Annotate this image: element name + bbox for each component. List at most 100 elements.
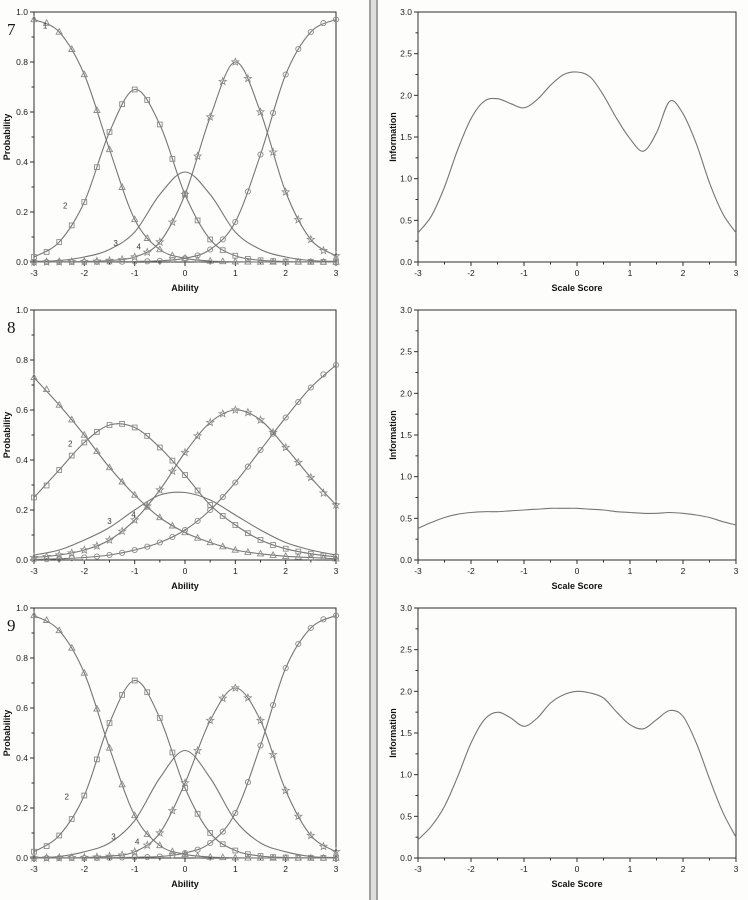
svg-text:-3: -3 xyxy=(30,268,38,278)
svg-text:0.0: 0.0 xyxy=(400,555,412,565)
svg-text:4: 4 xyxy=(135,837,140,846)
svg-text:-2: -2 xyxy=(81,864,89,874)
svg-text:3: 3 xyxy=(734,864,739,874)
svg-text:3.0: 3.0 xyxy=(400,7,412,17)
svg-text:1: 1 xyxy=(628,268,633,278)
svg-text:1: 1 xyxy=(628,566,633,576)
svg-text:-2: -2 xyxy=(467,864,475,874)
svg-text:0.2: 0.2 xyxy=(16,505,28,515)
svg-text:0.5: 0.5 xyxy=(400,513,412,523)
svg-text:2: 2 xyxy=(681,864,686,874)
svg-text:2.0: 2.0 xyxy=(400,388,412,398)
svg-text:-1: -1 xyxy=(131,864,139,874)
svg-text:0.5: 0.5 xyxy=(400,215,412,225)
svg-text:Probability: Probability xyxy=(2,114,12,161)
svg-text:2: 2 xyxy=(681,566,686,576)
svg-text:0: 0 xyxy=(575,864,580,874)
svg-text:-3: -3 xyxy=(414,566,422,576)
svg-text:2.5: 2.5 xyxy=(400,347,412,357)
svg-text:0: 0 xyxy=(575,566,580,576)
svg-text:1.0: 1.0 xyxy=(400,174,412,184)
svg-text:1.0: 1.0 xyxy=(400,770,412,780)
svg-text:3: 3 xyxy=(111,832,116,841)
svg-text:0.5: 0.5 xyxy=(400,811,412,821)
svg-text:0: 0 xyxy=(183,566,188,576)
svg-text:1: 1 xyxy=(628,864,633,874)
svg-text:0.6: 0.6 xyxy=(16,107,28,117)
item-9-row: 9 -3 -2 -1 0 1 2 3 0.0 0.2 0.4 0.6 0.8 1.0 Ability Pro… xyxy=(0,598,748,896)
svg-text:0.0: 0.0 xyxy=(400,257,412,267)
svg-text:-2: -2 xyxy=(467,268,475,278)
svg-text:-1: -1 xyxy=(520,268,528,278)
svg-text:2: 2 xyxy=(68,439,73,448)
svg-text:0.8: 0.8 xyxy=(16,57,28,67)
information-chart: -3 -2 -1 0 1 2 3 0.0 0.5 1.0 1.5 2.0 2.5 3.0 Scale Sco… xyxy=(388,603,739,889)
category-probability-chart: -3 -2 -1 0 1 2 3 0.0 0.2 0.4 0.6 0.8 1.0 Ability Proba… xyxy=(2,305,341,591)
svg-text:-1: -1 xyxy=(131,268,139,278)
svg-text:4: 4 xyxy=(131,511,136,520)
svg-text:4: 4 xyxy=(136,243,141,252)
svg-text:1.5: 1.5 xyxy=(400,132,412,142)
category-probability-chart: -3 -2 -1 0 1 2 3 0.0 0.2 0.4 0.6 0.8 1.0 Ability Proba… xyxy=(2,603,341,889)
svg-text:-1: -1 xyxy=(520,566,528,576)
svg-text:3.0: 3.0 xyxy=(400,305,412,315)
svg-text:Scale Score: Scale Score xyxy=(551,283,602,293)
svg-text:-2: -2 xyxy=(81,268,89,278)
svg-text:-1: -1 xyxy=(131,566,139,576)
svg-text:1: 1 xyxy=(43,21,48,30)
column-divider xyxy=(368,0,379,900)
svg-text:0.2: 0.2 xyxy=(16,803,28,813)
svg-text:2.5: 2.5 xyxy=(400,645,412,655)
svg-text:2.0: 2.0 xyxy=(400,686,412,696)
item-number: 7 xyxy=(7,20,16,39)
svg-text:1.0: 1.0 xyxy=(400,472,412,482)
svg-text:0.4: 0.4 xyxy=(16,753,28,763)
svg-text:0.4: 0.4 xyxy=(16,157,28,167)
svg-text:-3: -3 xyxy=(30,566,38,576)
svg-text:2: 2 xyxy=(681,268,686,278)
svg-text:Ability: Ability xyxy=(171,879,199,889)
item-number: 9 xyxy=(7,616,16,635)
svg-text:2: 2 xyxy=(283,864,288,874)
svg-text:Scale Score: Scale Score xyxy=(551,879,602,889)
item-8-row: 8 -3 -2 -1 0 1 2 3 0.0 0.2 0.4 0.6 0.8 1.0 Ability Pro… xyxy=(0,300,748,598)
svg-text:1.0: 1.0 xyxy=(16,7,28,17)
svg-text:-2: -2 xyxy=(81,566,89,576)
svg-text:0.2: 0.2 xyxy=(16,207,28,217)
svg-text:1.5: 1.5 xyxy=(400,430,412,440)
svg-text:3: 3 xyxy=(107,517,112,526)
svg-text:Ability: Ability xyxy=(171,283,199,293)
svg-text:3: 3 xyxy=(334,864,339,874)
svg-text:Information: Information xyxy=(388,708,398,758)
svg-text:-2: -2 xyxy=(467,566,475,576)
category-probability-chart: -3 -2 -1 0 1 2 3 0.0 0.2 0.4 0.6 0.8 1.0 Ability Proba… xyxy=(2,7,341,293)
svg-text:2.5: 2.5 xyxy=(400,49,412,59)
svg-text:0.8: 0.8 xyxy=(16,653,28,663)
svg-text:-3: -3 xyxy=(414,864,422,874)
svg-text:3: 3 xyxy=(113,239,118,248)
svg-text:0.6: 0.6 xyxy=(16,405,28,415)
svg-text:Ability: Ability xyxy=(171,581,199,591)
svg-text:Probability: Probability xyxy=(2,412,12,459)
svg-text:1.5: 1.5 xyxy=(400,728,412,738)
svg-text:0: 0 xyxy=(183,864,188,874)
svg-text:0.6: 0.6 xyxy=(16,703,28,713)
svg-text:1: 1 xyxy=(233,566,238,576)
svg-text:2.0: 2.0 xyxy=(400,90,412,100)
svg-text:1: 1 xyxy=(233,864,238,874)
svg-text:-3: -3 xyxy=(30,864,38,874)
svg-text:0: 0 xyxy=(183,268,188,278)
svg-text:3: 3 xyxy=(334,566,339,576)
information-chart: -3 -2 -1 0 1 2 3 0.0 0.5 1.0 1.5 2.0 2.5 3.0 Scale Sco… xyxy=(388,305,739,591)
svg-text:Scale Score: Scale Score xyxy=(551,581,602,591)
information-chart: -3 -2 -1 0 1 2 3 0.0 0.5 1.0 1.5 2.0 2.5 3.0 Scale Sco… xyxy=(388,7,739,293)
svg-text:0.0: 0.0 xyxy=(400,853,412,863)
svg-text:-1: -1 xyxy=(520,864,528,874)
svg-text:Probability: Probability xyxy=(2,710,12,757)
svg-text:1.0: 1.0 xyxy=(16,603,28,613)
svg-text:Information: Information xyxy=(388,410,398,460)
item-7-row: 7 -3 -2 -1 0 1 2 3 0.0 0.2 0.4 0.6 0.8 1.0 Ability Pro… xyxy=(0,2,748,300)
svg-text:0.0: 0.0 xyxy=(16,853,28,863)
svg-text:2: 2 xyxy=(63,201,68,210)
